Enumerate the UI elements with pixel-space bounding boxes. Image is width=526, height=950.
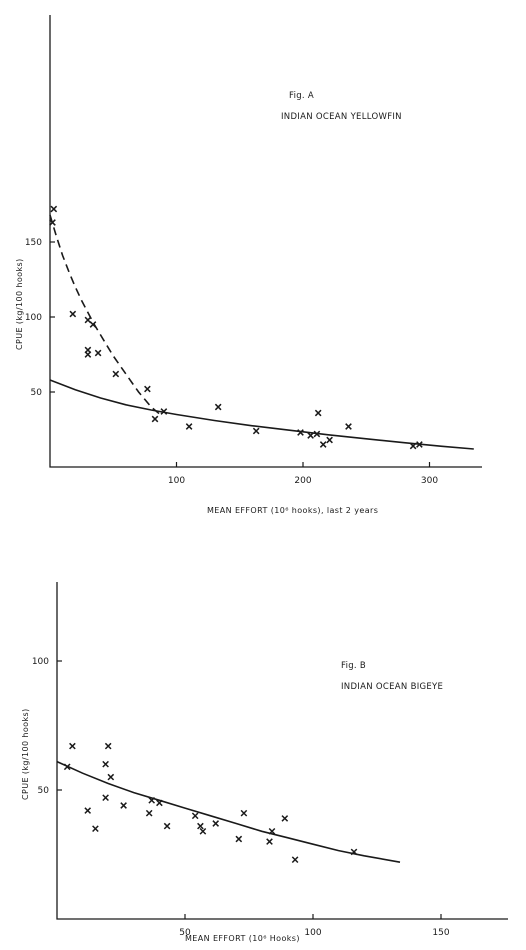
fig-a-data-point-0 (50, 205, 58, 213)
fig-b-y-tick-label-0: 50 (38, 786, 50, 796)
fig-a-y-tick-label-1: 100 (25, 313, 42, 323)
fig-b-data-point-2 (84, 807, 92, 814)
fig-b-data-point-22 (291, 856, 299, 864)
fig-b-data-point-14 (197, 822, 204, 830)
fig-a-data-point-21 (345, 423, 352, 430)
fig-a-data-point-8 (112, 370, 120, 378)
fig-b-curves (56, 760, 401, 863)
fig-a-data-point-12 (185, 423, 193, 430)
fig-b-title: INDIAN OCEAN BIGEYE (341, 682, 443, 692)
fig-a-x-axis-label: MEAN EFFORT (10⁶ hooks), last 2 years (207, 506, 378, 515)
fig-b-data-point-5 (102, 760, 109, 768)
fig-a-data-point-9 (144, 385, 151, 393)
fig-a-data-point-16 (307, 432, 314, 439)
fig-a-data-point-4 (89, 321, 97, 328)
fig-a-data-point-15 (297, 429, 304, 436)
fig-b-figure-label: Fig. B (341, 661, 366, 671)
fig-a-data-point-14 (252, 427, 260, 435)
fig-a-x-tick-label-0: 100 (168, 476, 185, 486)
fig-b-axes (56, 582, 508, 920)
fig-b-data-point-23 (350, 848, 358, 856)
fig-b-data-point-13 (191, 812, 199, 820)
fig-b-solid-curve (56, 760, 401, 863)
fig-b-x-tick-label-2: 150 (432, 928, 449, 938)
fig-a-curves (49, 214, 474, 450)
fig-a-title: INDIAN OCEAN YELLOWFIN (281, 112, 402, 122)
fig-a-points (49, 205, 423, 450)
fig-b-y-tick-label-1: 100 (32, 657, 49, 667)
fig-a-data-point-19 (319, 441, 327, 448)
fig-b-data-point-19 (266, 838, 273, 845)
fig-a-ticks: 100 200 300 50 100 150 (25, 238, 439, 486)
fig-a-dashed-curve (49, 214, 161, 416)
fig-b-ticks: 50 100 150 50 100 (32, 657, 450, 938)
fig-b-data-point-7 (107, 773, 115, 781)
fig-a-data-point-10 (151, 415, 159, 423)
figure-b: 50 100 150 50 100 Fig. B INDIAN OCEAN BIGEYE… (21, 582, 508, 943)
fig-a-data-point-20 (326, 436, 333, 444)
fig-b-data-point-10 (148, 796, 156, 804)
fig-b-points (63, 742, 358, 864)
figure-a: 100 200 300 50 100 150 Fig. A INDIAN OCEAN YE… (15, 15, 482, 515)
fig-b-data-point-21 (281, 815, 289, 822)
fig-b-data-point-9 (145, 809, 153, 817)
fig-b-data-point-16 (212, 820, 220, 827)
fig-b-x-axis-label: MEAN EFFORT (10⁶ Hooks) (185, 934, 300, 943)
fig-a-figure-label: Fig. A (289, 91, 314, 101)
fig-b-data-point-17 (235, 835, 243, 843)
fig-a-data-point-1 (49, 219, 56, 226)
fig-b-data-point-4 (102, 794, 109, 802)
fig-a-data-point-17 (313, 430, 321, 438)
fig-a-y-tick-label-2: 150 (25, 238, 42, 248)
fig-a-data-point-11 (160, 408, 168, 415)
fig-a-data-point-13 (214, 403, 222, 411)
fig-b-data-point-18 (240, 809, 248, 817)
fig-a-data-point-3 (84, 316, 92, 324)
fig-a-data-point-7 (94, 349, 102, 357)
fig-b-data-point-15 (199, 827, 207, 835)
fig-a-y-axis-label: CPUE (kg/100 hooks) (15, 258, 24, 350)
fig-a-data-point-2 (69, 310, 77, 318)
fig-a-axes (49, 15, 482, 468)
fig-b-data-point-0 (63, 763, 71, 771)
fig-b-x-tick-label-0: 50 (179, 928, 191, 938)
fig-a-y-tick-label-0: 50 (31, 388, 43, 398)
fig-a-data-point-22 (409, 442, 417, 450)
fig-b-data-point-6 (104, 742, 112, 750)
fig-a-solid-curve (49, 379, 474, 450)
fig-b-data-point-1 (69, 742, 76, 750)
fig-b-data-point-12 (163, 822, 171, 830)
fig-b-data-point-11 (156, 799, 163, 807)
fig-b-y-axis-label: CPUE (kg/100 hooks) (21, 708, 30, 800)
fig-a-data-point-6 (84, 351, 92, 358)
fig-b-data-point-8 (120, 802, 127, 809)
fig-b-data-point-20 (268, 827, 276, 835)
fig-b-data-point-3 (92, 825, 99, 833)
fig-a-x-tick-label-1: 200 (294, 476, 311, 486)
fig-b-x-tick-label-1: 100 (304, 928, 321, 938)
fig-a-data-point-18 (314, 409, 322, 417)
fig-a-data-point-23 (416, 441, 423, 448)
fig-a-x-tick-label-2: 300 (421, 476, 438, 486)
